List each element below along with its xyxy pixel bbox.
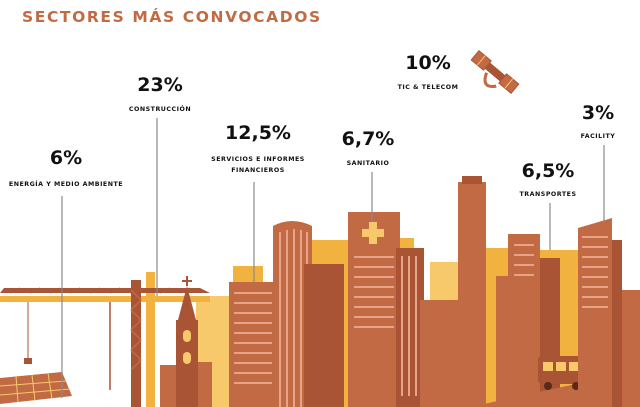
sector-label: SERVICIOS E INFORMES FINANCIEROS (211, 154, 305, 176)
page-title: SECTORES MÁS CONVOCADOS (22, 8, 322, 26)
sector-label-line: ENERGÍA Y MEDIO AMBIENTE (8, 181, 124, 188)
indicator-lines (61, 118, 605, 398)
sector-value: 6,7% (341, 128, 395, 150)
church-tower (160, 276, 212, 407)
sector-label: CONSTRUCCIÓN (129, 104, 191, 115)
financial-buildings (229, 221, 344, 407)
sector-value: 10% (405, 52, 451, 74)
sector-label-line: FINANCIEROS (231, 167, 285, 174)
sector-label: ENERGÍA Y MEDIO AMBIENTE (9, 179, 123, 190)
facility-building (578, 218, 640, 407)
sector-label: FACILITY (581, 131, 616, 142)
telecom-building (420, 176, 486, 407)
sector-label-line: SERVICIOS E INFORMES (211, 156, 305, 163)
sector-label-line: SANITARIO (346, 160, 390, 167)
sector-label-line: TRANSPORTES (519, 191, 577, 198)
hospital-building (348, 212, 424, 407)
solar-panel-icon (0, 372, 72, 404)
sector-label-line: CONSTRUCCIÓN (128, 106, 192, 113)
sector-label: SANITARIO (347, 158, 390, 169)
sector-label-line: FACILITY (580, 133, 616, 140)
sector-label-line: TIC & TELECOM (397, 84, 459, 91)
cross-icon (362, 222, 384, 244)
satellite-icon (470, 49, 520, 95)
bus-icon (538, 356, 586, 390)
sector-value: 6,5% (521, 160, 575, 182)
sector-label: TRANSPORTES (520, 189, 577, 200)
crane-icon (0, 272, 210, 407)
sector-value: 12,5% (225, 122, 291, 144)
sector-value: 23% (137, 74, 183, 96)
sector-label: TIC & TELECOM (398, 82, 459, 93)
sector-value: 6% (49, 147, 83, 169)
sector-value: 3% (581, 102, 615, 124)
